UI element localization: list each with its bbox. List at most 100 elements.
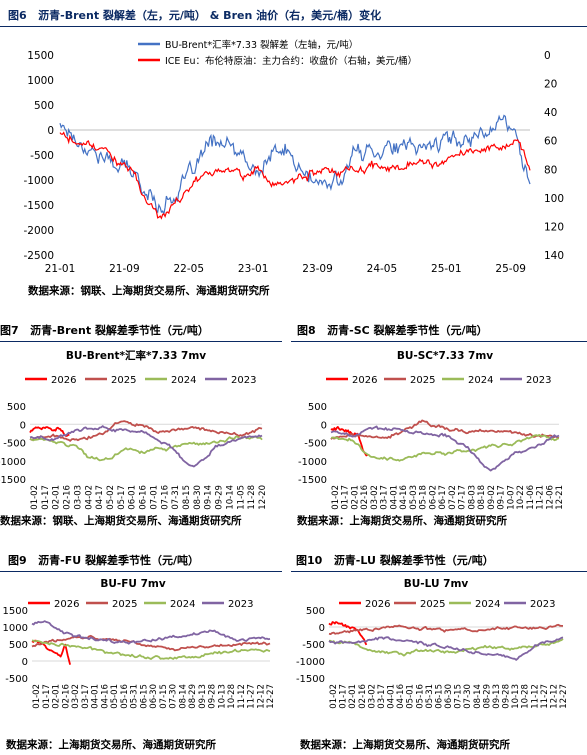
fig6-title: 图6 沥青-Brent 裂解差（左，元/吨） & Bren 油价（右，美元/桶）…	[8, 7, 381, 23]
fig6-xtick: 23-01	[238, 263, 269, 275]
fig8-xtick: 05-18	[419, 485, 429, 510]
fig7-ytick: -1000	[0, 457, 26, 468]
fig7-legend-label: 2025	[111, 375, 136, 386]
fig9-xtick: 07-15	[159, 684, 169, 709]
fig7-xtick: 07-31	[171, 485, 181, 510]
fig7-chart: BU-Brent*汇率*7.33 7mv 2026 2025 2024 2023 500 0…	[0, 349, 268, 510]
fig9-xtick: 11-12	[237, 684, 247, 709]
fig8-xtick: 12-21	[555, 485, 565, 510]
fig9-xtick: 05-01	[110, 684, 120, 709]
fig9-ytick: 0	[22, 657, 28, 668]
fig8-legend-label: 2026	[352, 375, 377, 386]
fig8-series-line	[330, 419, 560, 440]
fig9-legend-label: 2024	[170, 599, 195, 610]
fig10-xtick: 12-12	[549, 684, 559, 709]
fig8-xtick: 12-06	[545, 485, 555, 510]
fig8-xtick: 11-21	[536, 485, 546, 510]
fig9-ytick: -500	[5, 674, 28, 685]
fig8-xtick: 09-02	[487, 485, 497, 510]
fig8-ytick: 0	[321, 420, 327, 431]
fig10-xtick: 10-13	[511, 684, 521, 709]
fig9-series-line	[31, 639, 271, 660]
fig9-xtick: 06-15	[139, 684, 149, 709]
fig8-xtick: 03-17	[380, 485, 390, 510]
fig9-legend-label: 2026	[54, 599, 79, 610]
fig8-xtick: 01-17	[341, 485, 351, 510]
fig9-title: 图9 沥青-FU 裂解差季节性（元/吨）	[8, 552, 199, 568]
fig8-source: 数据来源：上海期货交易所、海通期货研究所	[297, 515, 507, 527]
fig8-legend-label: 2023	[526, 375, 551, 386]
fig7-xtick: 01-02	[30, 485, 40, 510]
fig6-series-line	[59, 131, 531, 220]
fig7-xtick: 06-16	[139, 485, 149, 510]
fig7-xtick: 08-15	[182, 485, 192, 510]
fig7-series-line	[29, 425, 263, 468]
fig6-ytick-left: 500	[34, 100, 54, 112]
fig9-xtick: 04-01	[91, 684, 101, 709]
fig10-xtick: 10-28	[521, 684, 531, 709]
fig6-xtick: 22-05	[174, 263, 205, 275]
fig6-ytick-right: 140	[544, 250, 564, 262]
fig9-series-line	[31, 620, 271, 645]
fig9-series-line	[31, 634, 271, 652]
fig8-xtick: 07-17	[458, 485, 468, 510]
fig7-xtick: 10-14	[225, 485, 235, 510]
fig6-legend-label: ICE Eu：布伦特原油：主力合约：收盘价（右轴，美元/桶）	[165, 55, 417, 67]
fig10-series-line	[328, 623, 563, 635]
fig7-xtick: 05-02	[106, 485, 116, 510]
fig10-title-rule	[291, 571, 587, 572]
fig9-xtick: 12-12	[256, 684, 266, 709]
fig7-xtick: 07-01	[149, 485, 159, 510]
fig6-ytick-right: 120	[544, 221, 564, 233]
fig7-ytick: -500	[3, 439, 26, 450]
fig8-series-line	[330, 426, 368, 457]
fig9-xtick: 03-17	[81, 684, 91, 709]
fig10-series-line	[328, 621, 368, 646]
fig10-legend-label: 2025	[420, 599, 445, 610]
fig7-title-text: 沥青-Brent 裂解差季节性（元/吨）	[30, 324, 209, 337]
fig9-xtick: 02-16	[61, 684, 71, 709]
fig6-xtick: 21-01	[45, 263, 76, 275]
fig10-title: 图10 沥青-LU 裂解差季节性（元/吨）	[296, 552, 494, 568]
fig8-xtick: 04-01	[389, 485, 399, 510]
fig10-xtick: 05-16	[415, 684, 425, 709]
fig10-xtick: 06-30	[444, 684, 454, 709]
fig10-xtick: 02-01	[348, 684, 358, 709]
fig7-legend-label: 2026	[51, 375, 76, 386]
fig10-title-text: 沥青-LU 裂解差季节性（元/吨）	[333, 554, 494, 567]
fig7-xtick: 02-01	[52, 485, 62, 510]
fig9-ytick: 1000	[3, 623, 28, 634]
fig8-xtick: 08-18	[477, 485, 487, 510]
fig10-series-line	[328, 636, 564, 661]
fig7-chart-title: BU-Brent*汇率*7.33 7mv	[66, 349, 206, 362]
fig7-title-rule	[0, 341, 282, 342]
fig9-xtick: 07-30	[169, 684, 179, 709]
fig8-xtick: 06-02	[428, 485, 438, 510]
fig6-title-rule	[0, 26, 587, 27]
fig7-xtick: 04-17	[95, 485, 105, 510]
fig9-xtick: 01-02	[32, 684, 42, 709]
fig7-xtick: 06-01	[128, 485, 138, 510]
fig8-xtick: 08-03	[467, 485, 477, 510]
fig7-xtick: 09-29	[215, 485, 225, 510]
fig8-ytick: -1500	[298, 475, 327, 486]
fig9-series-line	[31, 639, 71, 665]
fig6-ytick-left: -500	[30, 150, 54, 162]
fig10-chart-title: BU-LU 7mv	[404, 578, 469, 590]
fig8-series-line	[330, 425, 560, 472]
fig6-ytick-right: 60	[544, 136, 557, 148]
fig8-xtick: 05-03	[409, 485, 419, 510]
fig10-xtick: 04-16	[396, 684, 406, 709]
fig10-xtick: 09-28	[502, 684, 512, 709]
fig7-xtick: 01-17	[41, 485, 51, 510]
fig7-legend-label: 2023	[231, 375, 256, 386]
fig9-source: 数据来源：上海期货交易所、海通期货研究所	[6, 739, 216, 751]
fig6-title-text: 沥青-Brent 裂解差（左，元/吨） & Bren 油价（右，美元/桶）变化	[38, 9, 382, 22]
fig10-xtick: 09-13	[492, 684, 502, 709]
fig9-title-text: 沥青-FU 裂解差季节性（元/吨）	[38, 554, 200, 567]
fig8-xtick: 03-02	[370, 485, 380, 510]
fig6-ytick-right: 40	[544, 107, 557, 119]
fig9-xtick: 04-16	[100, 684, 110, 709]
fig6-source: 数据来源：钢联、上海期货交易所、海通期货研究所	[28, 285, 270, 297]
fig10-ytick: 500	[306, 606, 325, 617]
